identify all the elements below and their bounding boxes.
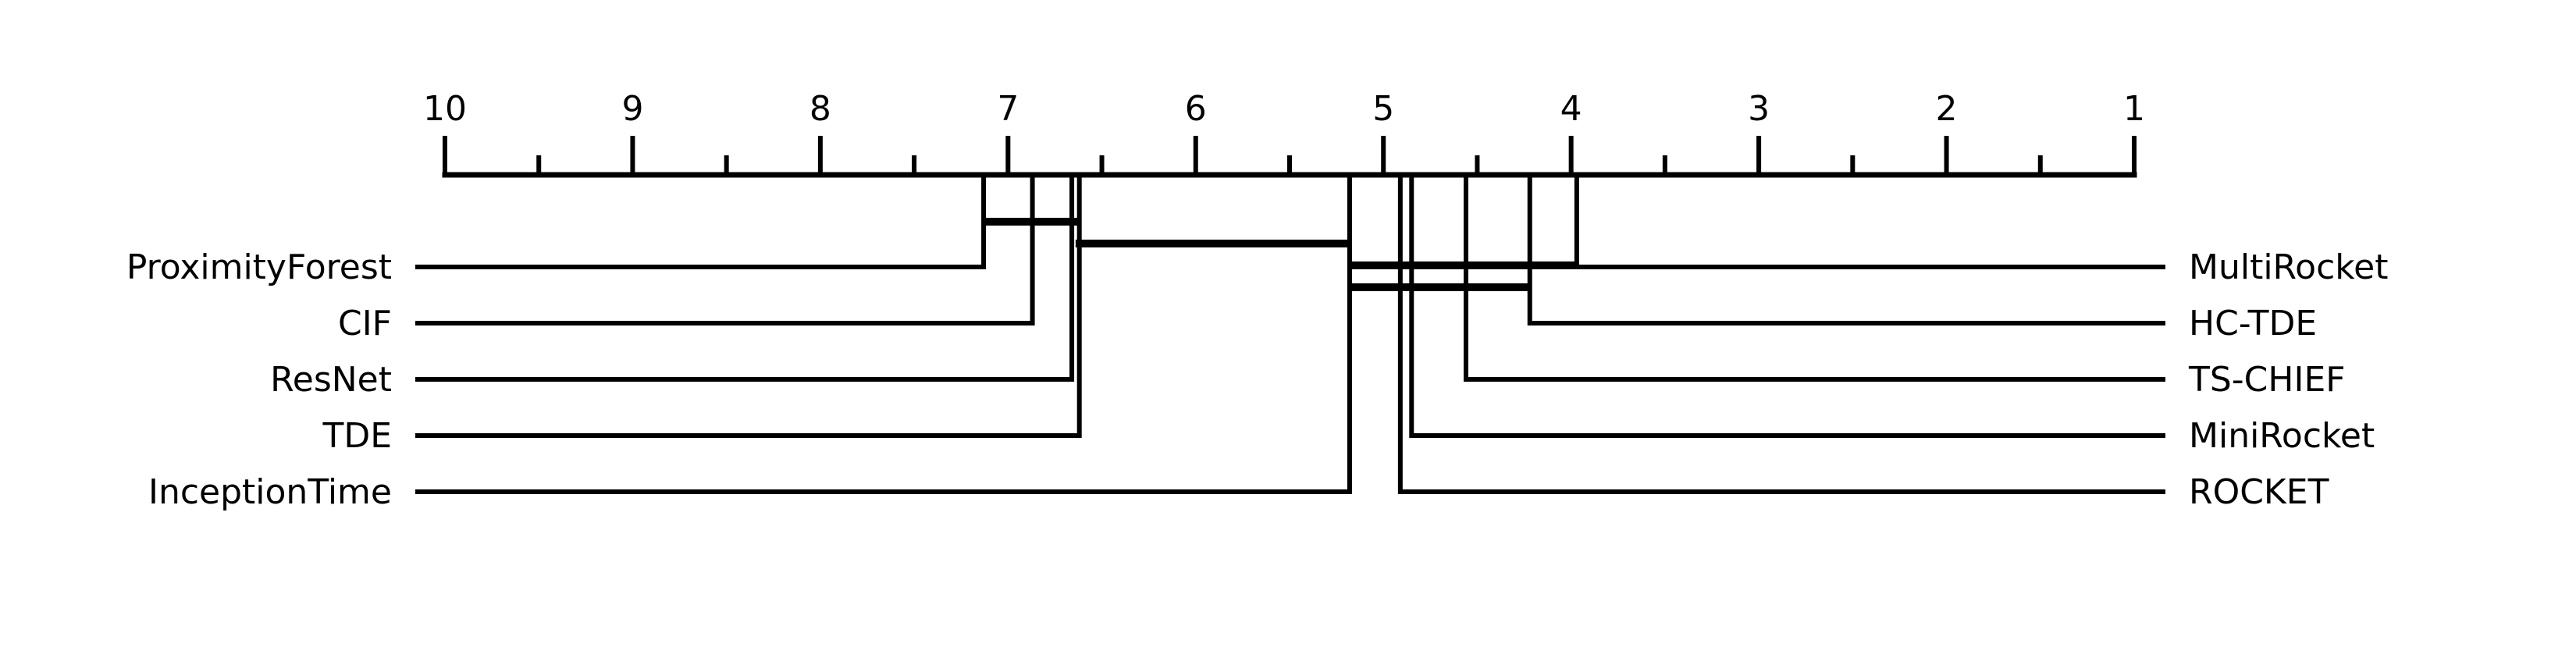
method-label-right: TS-CHIEF <box>2188 360 2346 400</box>
method-label-left: TDE <box>322 416 392 456</box>
connector-left <box>415 175 987 269</box>
tick-label: 9 <box>621 89 643 129</box>
tick-label: 5 <box>1372 89 1394 129</box>
method-label-left: InceptionTime <box>148 472 392 512</box>
connector-left <box>415 175 1082 438</box>
method-label-left: CIF <box>338 304 392 343</box>
connector-right <box>1397 175 2165 494</box>
tick-label: 8 <box>809 89 831 129</box>
connector-left <box>415 175 1035 326</box>
method-labels: ProximityForest CIF ResNet TDE InceptionTime… <box>126 247 2389 512</box>
tick-label: 6 <box>1185 89 1207 129</box>
tick-label: 2 <box>1936 89 1958 129</box>
connector-left <box>415 175 1075 382</box>
tick-label: 1 <box>2123 89 2145 129</box>
method-label-left: ResNet <box>270 360 392 400</box>
tick-label: 3 <box>1748 89 1770 129</box>
connector-right <box>1574 175 2165 269</box>
tick-label: 10 <box>423 89 467 129</box>
method-connectors <box>415 175 2165 494</box>
connector-left <box>415 175 1352 494</box>
method-label-left: ProximityForest <box>126 247 392 287</box>
tick-label: 7 <box>997 89 1019 129</box>
method-label-right: MultiRocket <box>2189 247 2389 287</box>
connector-right <box>1409 175 2165 438</box>
tick-label: 4 <box>1560 89 1582 129</box>
rank-axis: 10 9 8 7 6 5 4 3 2 1 <box>423 89 2145 178</box>
method-label-right: HC-TDE <box>2189 304 2317 343</box>
method-label-right: MiniRocket <box>2189 416 2375 456</box>
method-label-right: ROCKET <box>2189 472 2329 512</box>
connector-right <box>1527 175 2165 326</box>
connector-right <box>1464 175 2165 382</box>
clique-bars <box>984 218 1577 291</box>
